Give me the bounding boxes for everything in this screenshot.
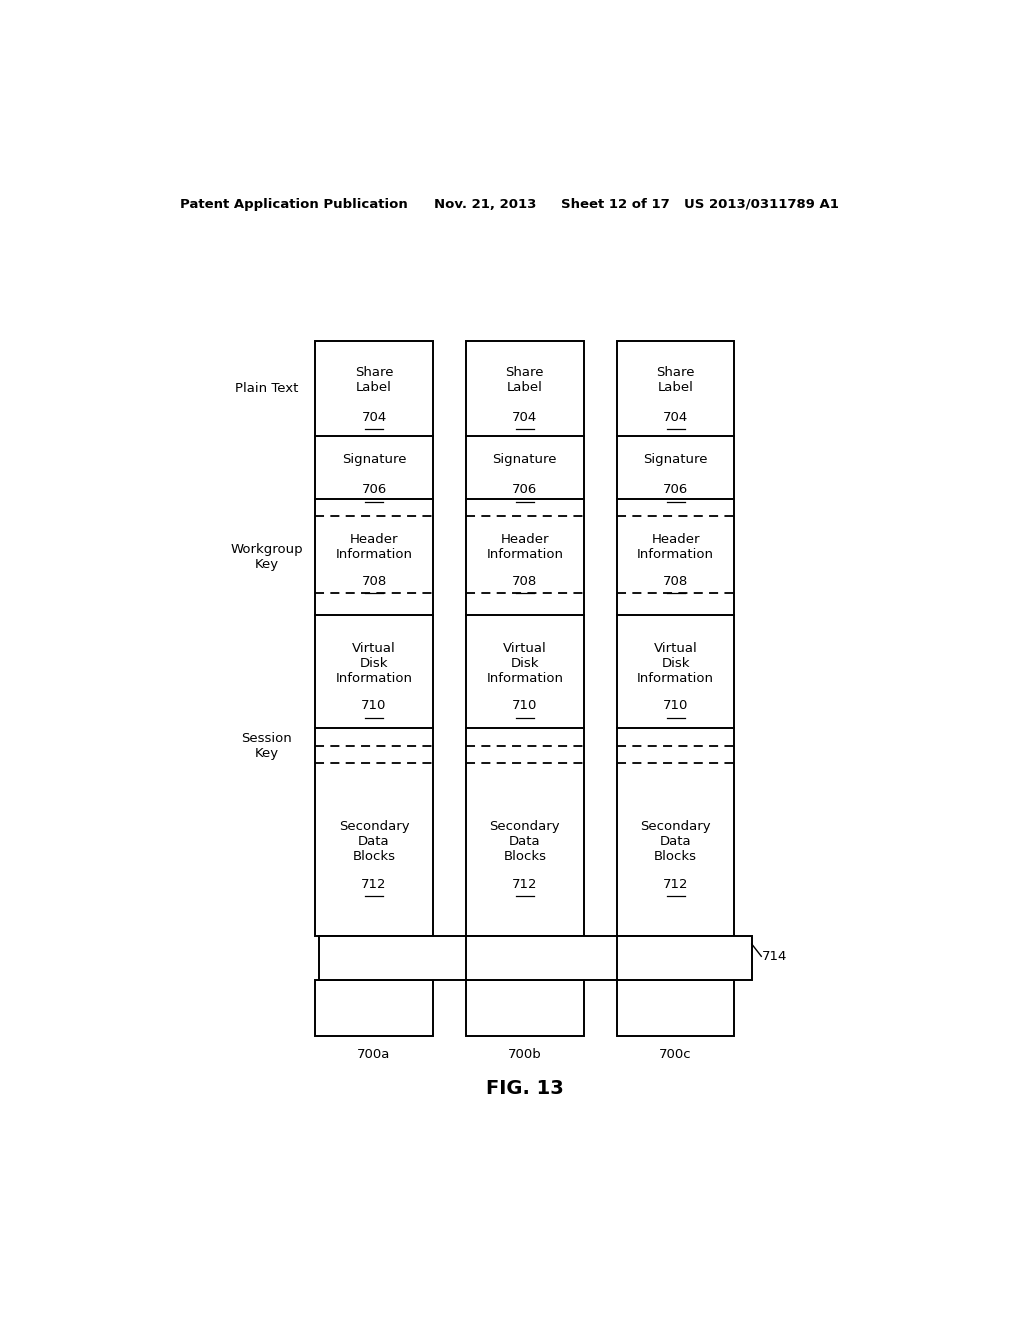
Bar <box>616 342 734 936</box>
Text: 706: 706 <box>361 483 387 496</box>
Text: 714: 714 <box>762 950 787 962</box>
Bar <box>616 979 734 1036</box>
Text: Nov. 21, 2013: Nov. 21, 2013 <box>433 198 536 211</box>
Text: Sheet 12 of 17: Sheet 12 of 17 <box>560 198 670 211</box>
Text: 704: 704 <box>512 411 538 424</box>
Text: Header
Information: Header Information <box>637 533 714 561</box>
Text: Secondary
Data
Blocks: Secondary Data Blocks <box>489 820 560 863</box>
Text: Workgroup
Key: Workgroup Key <box>230 543 303 570</box>
Text: 706: 706 <box>663 483 688 496</box>
Bar <box>319 936 752 979</box>
Text: Header
Information: Header Information <box>486 533 563 561</box>
Bar <box>315 979 433 1036</box>
Text: FIG. 13: FIG. 13 <box>486 1078 563 1098</box>
Text: Secondary
Data
Blocks: Secondary Data Blocks <box>640 820 711 863</box>
Text: 704: 704 <box>361 411 387 424</box>
Text: Signature: Signature <box>342 453 407 466</box>
Text: Secondary
Data
Blocks: Secondary Data Blocks <box>339 820 410 863</box>
Text: Share
Label: Share Label <box>354 367 393 395</box>
Text: 700a: 700a <box>357 1048 391 1061</box>
Text: Virtual
Disk
Information: Virtual Disk Information <box>637 642 714 685</box>
Text: Patent Application Publication: Patent Application Publication <box>179 198 408 211</box>
Text: 710: 710 <box>663 700 688 713</box>
Text: Virtual
Disk
Information: Virtual Disk Information <box>486 642 563 685</box>
Text: Share
Label: Share Label <box>506 367 544 395</box>
Text: Plain Text: Plain Text <box>236 381 299 395</box>
Text: Signature: Signature <box>643 453 708 466</box>
Text: Share
Label: Share Label <box>656 367 695 395</box>
Text: 712: 712 <box>512 878 538 891</box>
Text: Session
Key: Session Key <box>242 731 292 760</box>
Text: Virtual
Disk
Information: Virtual Disk Information <box>336 642 413 685</box>
Text: 710: 710 <box>512 700 538 713</box>
Text: Header
Information: Header Information <box>336 533 413 561</box>
Text: 708: 708 <box>361 574 387 587</box>
Text: 708: 708 <box>663 574 688 587</box>
Bar <box>466 979 584 1036</box>
Text: 700c: 700c <box>659 1048 692 1061</box>
Text: 704: 704 <box>663 411 688 424</box>
Text: 710: 710 <box>361 700 387 713</box>
Text: US 2013/0311789 A1: US 2013/0311789 A1 <box>684 198 839 211</box>
Text: 708: 708 <box>512 574 538 587</box>
Text: 706: 706 <box>512 483 538 496</box>
Text: 712: 712 <box>361 878 387 891</box>
Text: 712: 712 <box>663 878 688 891</box>
Bar <box>315 342 433 936</box>
Bar <box>466 342 584 936</box>
Text: 700b: 700b <box>508 1048 542 1061</box>
Text: Signature: Signature <box>493 453 557 466</box>
